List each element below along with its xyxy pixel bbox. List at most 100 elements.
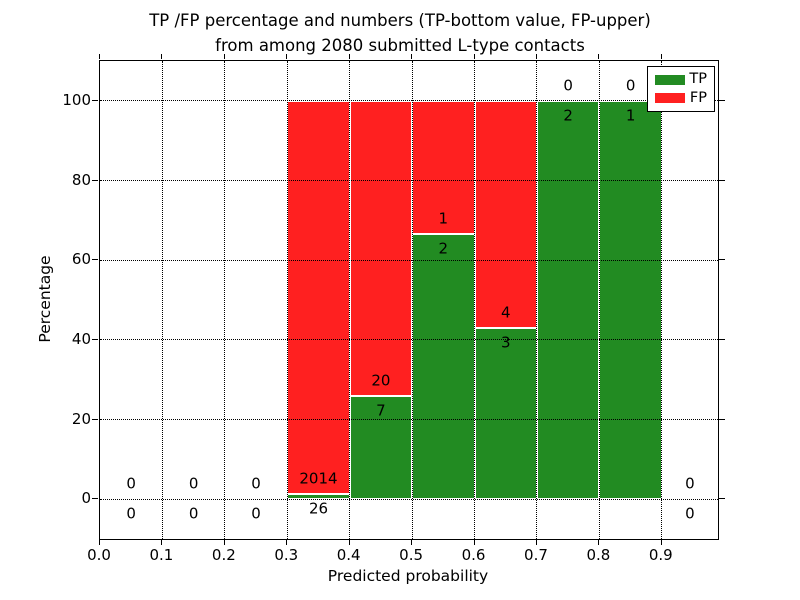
x-tick-top bbox=[535, 54, 537, 59]
x-tick-top bbox=[286, 54, 288, 59]
gridline-horizontal bbox=[100, 339, 718, 341]
bar-fp bbox=[349, 100, 413, 396]
fp-count-label: 0 bbox=[188, 474, 199, 493]
fp-count-label: 0 bbox=[251, 474, 261, 493]
x-tick-label: 0.4 bbox=[336, 546, 361, 564]
x-tick-top bbox=[411, 54, 413, 59]
y-tick-label: 0 bbox=[81, 489, 91, 508]
gridline-horizontal bbox=[100, 419, 718, 420]
gridline-vertical bbox=[411, 61, 413, 539]
x-tick-label: 0.9 bbox=[648, 546, 673, 564]
x-axis-label: Predicted probability bbox=[327, 567, 489, 585]
tp-count-label: 2 bbox=[563, 106, 573, 125]
gridline-vertical bbox=[536, 61, 538, 539]
tp-count-label: 26 bbox=[308, 499, 329, 518]
x-tick-bottom bbox=[161, 540, 163, 545]
gridline-vertical bbox=[161, 61, 163, 539]
bar-tp bbox=[599, 100, 662, 500]
bar-tp bbox=[412, 233, 475, 500]
gridline-vertical bbox=[349, 61, 351, 539]
fp-count-label: 4 bbox=[500, 303, 511, 322]
tp-count-label: 0 bbox=[188, 504, 199, 523]
bar-tp bbox=[474, 328, 537, 500]
legend-label-fp: FP bbox=[689, 89, 707, 106]
legend-entry-fp: FP bbox=[655, 89, 707, 106]
y-tick-right bbox=[719, 259, 725, 261]
plot-area: 0 0 0 0 0 0 2014 26 20 7 1 2 4 3 0 2 0 1 0 0 bbox=[99, 60, 719, 540]
bar-tp bbox=[287, 494, 350, 500]
tp-count-label: 0 bbox=[685, 504, 695, 523]
legend-label-tp: TP bbox=[689, 71, 707, 88]
tp-count-label: 0 bbox=[126, 504, 136, 523]
x-tick-label: 0.5 bbox=[399, 546, 424, 564]
y-tick-left bbox=[92, 99, 98, 101]
tp-count-label: 0 bbox=[251, 504, 261, 523]
y-tick-left bbox=[92, 338, 98, 340]
x-tick-label: 0.0 bbox=[87, 546, 111, 564]
x-tick-bottom bbox=[99, 540, 100, 545]
fp-count-label: 2014 bbox=[299, 469, 338, 488]
x-tick-top bbox=[99, 54, 100, 59]
legend: TP FP bbox=[647, 66, 715, 112]
gridline-vertical bbox=[286, 61, 288, 539]
x-tick-bottom bbox=[473, 540, 475, 545]
x-tick-label: 0.3 bbox=[274, 546, 299, 564]
x-tick-bottom bbox=[411, 540, 413, 545]
fp-count-label: 20 bbox=[371, 371, 391, 390]
y-tick-left bbox=[92, 418, 98, 420]
y-tick-right bbox=[719, 99, 725, 101]
bar-tp bbox=[536, 100, 600, 500]
tp-count-label: 2 bbox=[438, 239, 449, 258]
legend-entry-tp: TP bbox=[655, 72, 707, 87]
y-tick-left bbox=[92, 179, 98, 181]
x-tick-top bbox=[473, 54, 475, 59]
x-tick-bottom bbox=[535, 540, 537, 545]
tp-count-label: 7 bbox=[376, 401, 386, 420]
y-tick-label: 60 bbox=[71, 250, 91, 269]
gridline-vertical bbox=[474, 61, 476, 539]
x-tick-top bbox=[598, 54, 600, 59]
x-tick-top bbox=[223, 54, 225, 59]
x-tick-label: 0.1 bbox=[149, 546, 174, 564]
y-tick-label: 20 bbox=[71, 409, 91, 428]
x-tick-bottom bbox=[223, 540, 225, 545]
y-tick-label: 80 bbox=[71, 170, 91, 189]
x-tick-label: 0.2 bbox=[211, 546, 236, 564]
gridline-horizontal bbox=[100, 100, 718, 102]
fp-count-label: 0 bbox=[625, 76, 636, 95]
chart-title: TP /FP percentage and numbers (TP-bottom… bbox=[149, 11, 651, 55]
fp-count-label: 0 bbox=[685, 474, 695, 493]
y-tick-right bbox=[719, 498, 725, 500]
bar-fp bbox=[412, 100, 475, 234]
x-tick-bottom bbox=[660, 540, 662, 545]
tp-count-label: 1 bbox=[625, 106, 636, 125]
y-tick-label: 100 bbox=[62, 90, 91, 109]
x-tick-top bbox=[161, 54, 163, 59]
fp-count-label: 0 bbox=[563, 76, 573, 95]
y-tick-right bbox=[719, 179, 725, 181]
gridline-vertical bbox=[598, 61, 600, 539]
gridline-vertical bbox=[661, 61, 663, 539]
bar-tp bbox=[349, 395, 413, 500]
y-tick-label: 40 bbox=[71, 329, 91, 348]
tp-swatch-icon bbox=[655, 74, 685, 85]
y-tick-left bbox=[92, 259, 98, 261]
x-tick-label: 0.7 bbox=[524, 546, 548, 564]
fp-count-label: 1 bbox=[438, 209, 449, 228]
gridline-horizontal bbox=[100, 259, 718, 261]
x-tick-label: 0.8 bbox=[586, 546, 611, 564]
fp-count-label: 0 bbox=[126, 474, 136, 493]
x-tick-top bbox=[660, 54, 662, 59]
gridline-vertical bbox=[224, 61, 226, 539]
x-tick-bottom bbox=[598, 540, 600, 545]
bar-fp bbox=[474, 100, 537, 329]
gridline-horizontal bbox=[100, 180, 718, 181]
y-tick-right bbox=[719, 418, 725, 420]
x-tick-top bbox=[348, 54, 350, 59]
tp-count-label: 3 bbox=[500, 333, 511, 352]
x-tick-bottom bbox=[286, 540, 288, 545]
y-tick-left bbox=[92, 498, 98, 500]
gridline-horizontal bbox=[100, 498, 718, 500]
y-tick-right bbox=[719, 338, 725, 340]
